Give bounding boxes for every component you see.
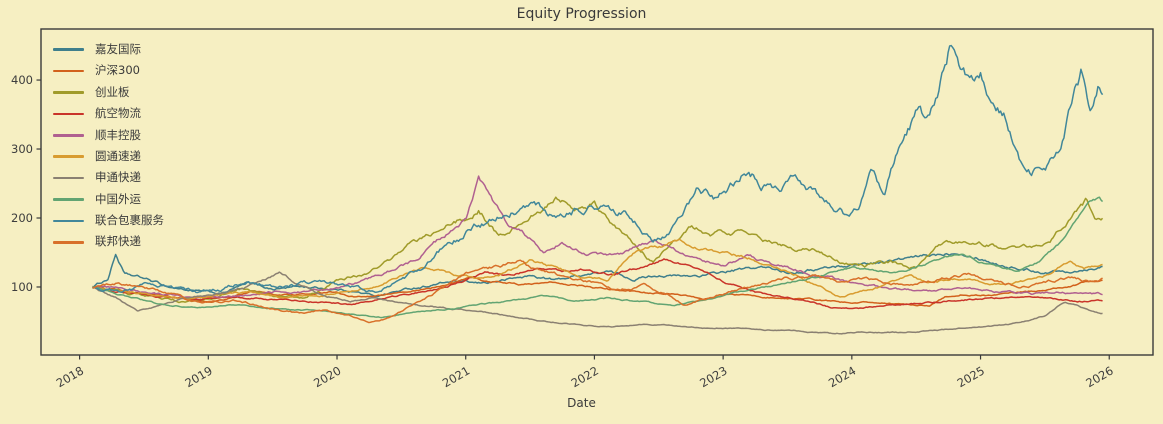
y-axis: 100 200 300 400 — [11, 73, 41, 294]
x-tick-label: 2018 — [54, 363, 86, 390]
legend-item: 沪深300 — [53, 60, 164, 81]
y-tick-label: 100 — [11, 280, 33, 294]
legend-item: 嘉友国际 — [53, 39, 164, 60]
x-tick-label: 2020 — [311, 363, 343, 390]
legend-label: 圆通速递 — [95, 148, 141, 163]
legend-label: 顺丰控股 — [95, 127, 141, 142]
legend-swatch — [53, 112, 84, 116]
legend-swatch — [53, 69, 84, 73]
chart-title: Equity Progression — [516, 6, 647, 22]
legend-item: 顺丰控股 — [53, 125, 164, 146]
legend-label: 联邦快递 — [95, 234, 141, 249]
legend-swatch — [53, 155, 84, 158]
legend-swatch — [53, 240, 84, 244]
y-tick-label: 300 — [11, 142, 33, 156]
x-tick-label: 2024 — [826, 363, 858, 390]
series-lines — [92, 44, 1104, 335]
x-tick-label: 2021 — [440, 363, 472, 390]
y-tick-label: 400 — [11, 73, 33, 87]
legend-swatch — [53, 48, 84, 51]
x-axis: 2018 2019 2020 2021 2022 2023 2024 2025 2026 — [54, 355, 1116, 390]
x-tick-label: 2026 — [1083, 363, 1115, 390]
legend-item: 航空物流 — [53, 103, 164, 124]
legend-swatch — [53, 176, 84, 180]
legend: 嘉友国际沪深300 创业板航空物流顺丰控股圆通速递申通快递中国外运联合包裹服务 联邦… — [53, 39, 164, 253]
legend-label: 创业板 — [95, 84, 130, 99]
series-line-8 — [92, 196, 1104, 319]
legend-label: 申通快递 — [95, 170, 141, 185]
series-line-10 — [92, 259, 1103, 324]
legend-label: 中国外运 — [95, 191, 141, 206]
legend-swatch — [53, 133, 84, 137]
legend-label: 沪深300 — [95, 63, 140, 78]
y-tick-label: 200 — [11, 211, 33, 225]
legend-item: 圆通速递 — [53, 146, 164, 167]
series-line-4 — [92, 258, 1103, 310]
legend-swatch — [53, 198, 84, 201]
plot-area-border — [40, 28, 1154, 356]
x-tick-label: 2022 — [569, 363, 601, 390]
legend-swatch — [53, 91, 84, 94]
legend-swatch — [53, 219, 84, 223]
legend-item: 联合包裹服务 — [53, 210, 164, 231]
x-tick-label: 2019 — [182, 363, 214, 390]
legend-item: 联邦快递 — [53, 232, 164, 253]
legend-label: 嘉友国际 — [95, 41, 141, 56]
legend-item: 中国外运 — [53, 189, 164, 210]
x-tick-label: 2023 — [697, 363, 729, 390]
series-line-7 — [92, 271, 1103, 335]
legend-label: 航空物流 — [95, 106, 141, 121]
legend-item: 创业板 — [53, 82, 164, 103]
series-line-9 — [92, 44, 1104, 294]
legend-item: 申通快递 — [53, 167, 164, 188]
x-axis-label: Date — [567, 396, 596, 410]
x-tick-label: 2025 — [955, 363, 987, 390]
series-line-3 — [92, 196, 1104, 304]
legend-label: 联合包裹服务 — [95, 213, 164, 228]
